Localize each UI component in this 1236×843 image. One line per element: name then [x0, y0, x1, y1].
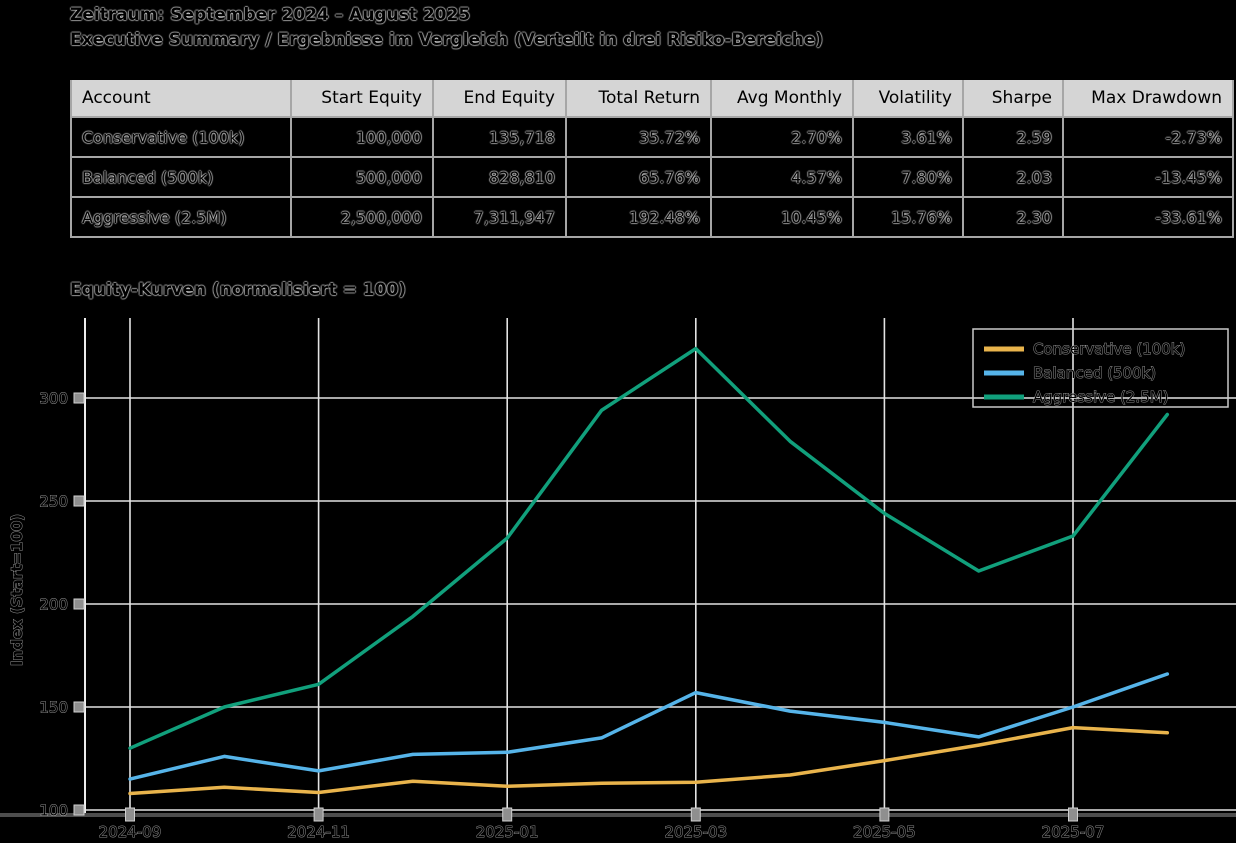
report-subtitle: Executive Summary / Ergebnisse im Vergle…	[70, 30, 824, 50]
x-tick-label: 2025-01	[476, 823, 539, 841]
table-row-aggressive: Aggressive (2.5M) 2,500,000 7,311,947 19…	[70, 196, 1234, 238]
table-row-balanced: Balanced (500k) 500,000 828,810 65.76% 4…	[70, 156, 1234, 198]
y-tick-label: 300	[39, 390, 68, 408]
col-header-max-drawdown: Max Drawdown	[1062, 80, 1234, 118]
equity-chart: 2024-09 2024-11 2025-01 2025-03 2025-05 2025-…	[0, 318, 1236, 842]
y-tick-label: 250	[39, 493, 68, 511]
cell-total-return: 65.76%	[565, 156, 712, 198]
y-tick-mark	[73, 495, 85, 507]
gridlines	[85, 318, 1236, 815]
y-tick-label: 200	[39, 596, 68, 614]
x-tick-label: 2024-09	[99, 823, 162, 841]
y-tick-mark	[73, 804, 85, 816]
cell-end-equity: 135,718	[432, 116, 567, 158]
table-header-row: Account Start Equity End Equity Total Re…	[70, 80, 1234, 118]
cell-start-equity: 100,000	[290, 116, 434, 158]
cell-sharpe: 2.03	[962, 156, 1064, 198]
cell-sharpe: 2.59	[962, 116, 1064, 158]
col-header-total-return: Total Return	[565, 80, 712, 118]
series-line-conservative-100k	[128, 725, 1170, 796]
x-tick-mark	[502, 807, 513, 822]
chart-legend: Conservative (100k) Balanced (500k) Aggres…	[972, 328, 1229, 408]
col-header-sharpe: Sharpe	[962, 80, 1064, 118]
y-axis-ticks: 100 150 200 250 300	[39, 389, 85, 820]
y-tick-label: 150	[39, 699, 68, 717]
legend-label-aggressive-2-5m: Aggressive (2.5M)	[1033, 388, 1169, 406]
chart-title: Equity-Kurven (normalisiert = 100)	[70, 280, 407, 300]
col-header-start-equity: Start Equity	[290, 80, 434, 118]
series-line-aggressive-2-5m	[128, 346, 1170, 750]
col-header-volatility: Volatility	[852, 80, 964, 118]
table-row-conservative: Conservative (100k) 100,000 135,718 35.7…	[70, 116, 1234, 158]
x-tick-label: 2025-05	[853, 823, 916, 841]
x-tick-mark	[125, 807, 135, 822]
legend-label-conservative-100k: Conservative (100k)	[1033, 340, 1185, 358]
cell-total-return: 35.72%	[565, 116, 712, 158]
cell-avg-monthly: 4.57%	[710, 156, 854, 198]
cell-avg-monthly: 2.70%	[710, 116, 854, 158]
cell-end-equity: 7,311,947	[432, 196, 567, 238]
cell-total-return: 192.48%	[565, 196, 712, 238]
y-tick-mark	[73, 598, 85, 610]
cell-max-drawdown: -13.45%	[1062, 156, 1234, 198]
cell-sharpe: 2.30	[962, 196, 1064, 238]
cell-max-drawdown: -2.73%	[1062, 116, 1234, 158]
x-tick-mark	[879, 807, 890, 822]
x-tick-label: 2024-11	[287, 823, 350, 841]
y-tick-mark	[73, 701, 85, 713]
cell-volatility: 15.76%	[852, 196, 964, 238]
series-line-balanced-500k	[128, 672, 1170, 781]
x-axis-ticks: 2024-09 2024-11 2025-01 2025-03 2025-05 2025-…	[98, 807, 1105, 842]
col-header-avg-monthly: Avg Monthly	[710, 80, 854, 118]
x-tick-mark	[1068, 807, 1078, 822]
cell-account: Balanced (500k)	[70, 156, 292, 198]
summary-table: Account Start Equity End Equity Total Re…	[70, 80, 1234, 238]
col-header-end-equity: End Equity	[432, 80, 567, 118]
col-header-account: Account	[70, 80, 292, 118]
legend-label-balanced-500k: Balanced (500k)	[1033, 364, 1156, 382]
report-period-title: Zeitraum: September 2024 – August 2025	[70, 5, 471, 25]
cell-avg-monthly: 10.45%	[710, 196, 854, 238]
x-tick-label: 2025-03	[664, 823, 727, 841]
y-tick-mark	[73, 392, 85, 404]
x-tick-mark	[690, 807, 701, 822]
report-header: Zeitraum: September 2024 – August 2025 E…	[70, 3, 823, 53]
cell-volatility: 3.61%	[852, 116, 964, 158]
cell-end-equity: 828,810	[432, 156, 567, 198]
y-axis-label: Index (Start=100)	[8, 514, 26, 666]
cell-start-equity: 2,500,000	[290, 196, 434, 238]
legend-box	[972, 328, 1229, 408]
cell-max-drawdown: -33.61%	[1062, 196, 1234, 238]
y-tick-label: 100	[39, 802, 68, 820]
cell-account: Conservative (100k)	[70, 116, 292, 158]
cell-account: Aggressive (2.5M)	[70, 196, 292, 238]
cell-volatility: 7.80%	[852, 156, 964, 198]
cell-start-equity: 500,000	[290, 156, 434, 198]
x-tick-mark	[313, 807, 324, 822]
x-tick-label: 2025-07	[1042, 823, 1105, 841]
